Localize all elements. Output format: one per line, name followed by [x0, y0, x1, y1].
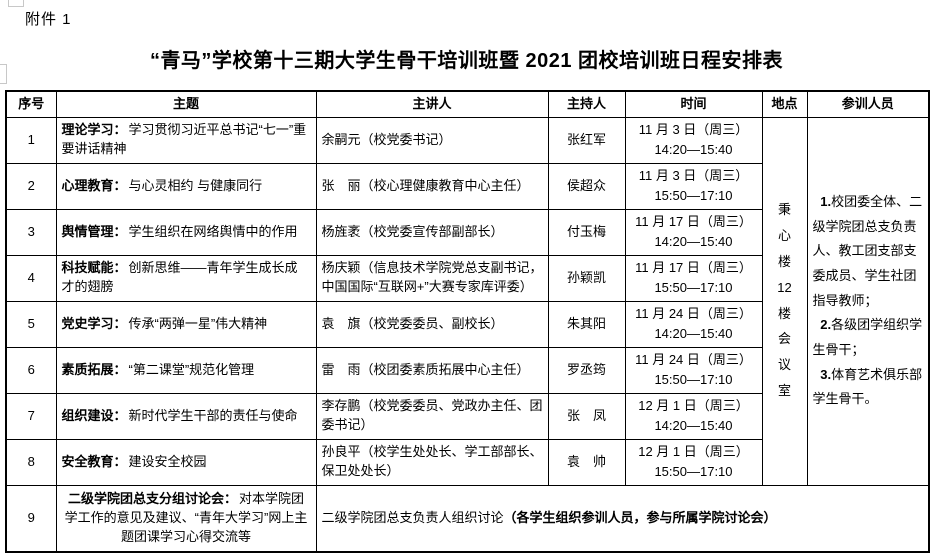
time-range: 14:20—15:40: [654, 142, 733, 157]
topic-cell: 理论学习： 学习贯彻习近平总书记“七一”重要讲话精神: [55, 116, 317, 164]
topic-cell: 素质拓展： “第二课堂”规范化管理: [55, 346, 317, 394]
participants-item-2: 2.各级团学组织学生骨干；: [812, 317, 923, 358]
header-host: 主持人: [547, 90, 626, 118]
table-row-5: 5 党史学习： 传承“两弹一星”伟大精神 袁 旗（校党委委员、副校长） 朱其阳 1…: [5, 300, 929, 348]
host-cell: 罗丞筠: [547, 346, 626, 394]
time-date: 11 月 3 日（周三）: [638, 121, 749, 137]
time-cell: 12 月 1 日（周三） 14:20—15:40: [624, 392, 763, 440]
table-row-8: 8 安全教育： 建设安全校园 孙良平（校学生处处长、学工部部长、保卫处处长） 袁 …: [5, 438, 929, 486]
host-cell: 孙颖凯: [547, 254, 626, 302]
time-range: 15:50—17:10: [654, 372, 733, 387]
row-no: 9: [5, 484, 57, 553]
topic-cell: 二级学院团总支分组讨论会： 对本学院团学工作的意见及建议、“青年大学习”网上主题团…: [55, 484, 317, 553]
time-date: 11 月 24 日（周三）: [635, 351, 752, 367]
speaker-cell: 余嗣元（校党委书记）: [315, 116, 549, 164]
time-date: 11 月 24 日（周三）: [635, 305, 752, 321]
table-row-4: 4 科技赋能： 创新思维——青年学生成长成才的翅膀 杨庆颖（信息技术学院党总支副书…: [5, 254, 929, 302]
speaker-cell: 杨庆颖（信息技术学院党总支副书记，中国国际“互联网+”大赛专家库评委）: [315, 254, 549, 302]
header-row: 序号 主题 主讲人 主持人 时间 地点 参训人员: [5, 90, 930, 118]
time-range: 15:50—17:10: [654, 280, 733, 295]
page-title: “青马”学校第十三期大学生骨干培训班暨 2021 团校培训班日程安排表: [149, 50, 784, 72]
row-no: 1: [5, 116, 57, 164]
time-cell: 11 月 17 日（周三） 15:50—17:10: [624, 254, 763, 302]
row-no: 3: [5, 208, 57, 256]
discussion-cell: 二级学院团总支负责人组织讨论（各学生组织参训人员，参与所属学院讨论会）: [315, 484, 930, 553]
speaker-cell: 李存鹏（校党委委员、党政办主任、团委书记）: [315, 392, 549, 440]
speaker-cell: 张 丽（校心理健康教育中心主任）: [315, 162, 549, 210]
page-edge-artifact-top: [8, 0, 24, 7]
time-cell: 11 月 24 日（周三） 15:50—17:10: [624, 346, 763, 394]
time-range: 14:20—15:40: [654, 418, 733, 433]
participants-item-1: 1.校团委全体、二级学院团总支负责人、教工团支部支委成员、学生社团指导教师；: [812, 193, 923, 308]
host-cell: 侯超众: [547, 162, 626, 210]
speaker-cell: 孙良平（校学生处处长、学工部部长、保卫处处长）: [315, 438, 549, 486]
row-no: 5: [5, 300, 57, 348]
host-cell: 付玉梅: [547, 208, 626, 256]
speaker-cell: 袁 旗（校党委委员、副校长）: [315, 300, 549, 348]
table-row-9: 9 二级学院团总支分组讨论会： 对本学院团学工作的意见及建议、“青年大学习”网上主…: [5, 484, 930, 553]
topic-cell: 科技赋能： 创新思维——青年学生成长成才的翅膀: [55, 254, 317, 302]
time-cell: 12 月 1 日（周三） 15:50—17:10: [624, 438, 763, 486]
topic-cell: 组织建设： 新时代学生干部的责任与使命: [55, 392, 317, 440]
time-range: 14:20—15:40: [654, 234, 733, 249]
location-cell: 秉 心 楼 12 楼 会 议 室: [761, 116, 808, 486]
host-cell: 袁 帅: [547, 438, 626, 486]
header-location: 地点: [761, 90, 808, 118]
topic-cell: 心理教育： 与心灵相约 与健康同行: [55, 162, 317, 210]
time-date: 11 月 17 日（周三）: [635, 213, 752, 229]
topic-cell: 舆情管理： 学生组织在网络舆情中的作用: [55, 208, 317, 256]
time-range: 14:20—15:40: [654, 326, 733, 341]
topic-cell: 安全教育： 建设安全校园: [55, 438, 317, 486]
row-no: 2: [5, 162, 57, 210]
header-participants: 参训人员: [806, 90, 930, 118]
host-cell: 朱其阳: [547, 300, 626, 348]
header-no: 序号: [5, 90, 57, 118]
table-row-2: 2 心理教育： 与心灵相约 与健康同行 张 丽（校心理健康教育中心主任） 侯超众 …: [5, 162, 929, 210]
table-row-6: 6 素质拓展： “第二课堂”规范化管理 雷 雨（校团委素质拓展中心主任） 罗丞筠 …: [5, 346, 929, 394]
time-date: 11 月 3 日（周三）: [638, 167, 749, 183]
participants-item-3: 3.体育艺术俱乐部学生骨干。: [812, 366, 923, 407]
table-row-1: 1 理论学习： 学习贯彻习近平总书记“七一”重要讲话精神 余嗣元（校党委书记） 张…: [5, 116, 930, 486]
row-no: 6: [5, 346, 57, 394]
header-speaker: 主讲人: [315, 90, 549, 118]
attachment-label: 附件 1: [25, 11, 72, 28]
page-edge-artifact-left: [0, 64, 7, 84]
row-no: 4: [5, 254, 57, 302]
row-no: 7: [5, 392, 57, 440]
time-cell: 11 月 24 日（周三） 14:20—15:40: [624, 300, 763, 348]
time-cell: 11 月 3 日（周三） 14:20—15:40: [624, 116, 763, 164]
time-date: 11 月 17 日（周三）: [635, 259, 752, 275]
speaker-cell: 杨旌袤（校党委宣传部副部长）: [315, 208, 549, 256]
time-cell: 11 月 17 日（周三） 14:20—15:40: [624, 208, 763, 256]
host-cell: 张 凤: [547, 392, 626, 440]
time-range: 15:50—17:10: [654, 188, 733, 203]
header-time: 时间: [624, 90, 763, 118]
host-cell: 张红军: [547, 116, 626, 164]
location-vertical-text: 秉 心 楼 12 楼 会 议 室: [777, 202, 792, 399]
time-date: 12 月 1 日（周三）: [638, 443, 749, 459]
time-cell: 11 月 3 日（周三） 15:50—17:10: [624, 162, 763, 210]
row-no: 8: [5, 438, 57, 486]
time-date: 12 月 1 日（周三）: [638, 397, 749, 413]
header-topic: 主题: [55, 90, 317, 118]
schedule-table: 序号 主题 主讲人 主持人 时间 地点 参训人员 1 理论学习： 学习贯彻习近平总…: [5, 90, 930, 553]
participants-cell: 1.校团委全体、二级学院团总支负责人、教工团支部支委成员、学生社团指导教师； 2…: [806, 116, 930, 486]
topic-cell: 党史学习： 传承“两弹一星”伟大精神: [55, 300, 317, 348]
time-range: 15:50—17:10: [654, 464, 733, 479]
speaker-cell: 雷 雨（校团委素质拓展中心主任）: [315, 346, 549, 394]
